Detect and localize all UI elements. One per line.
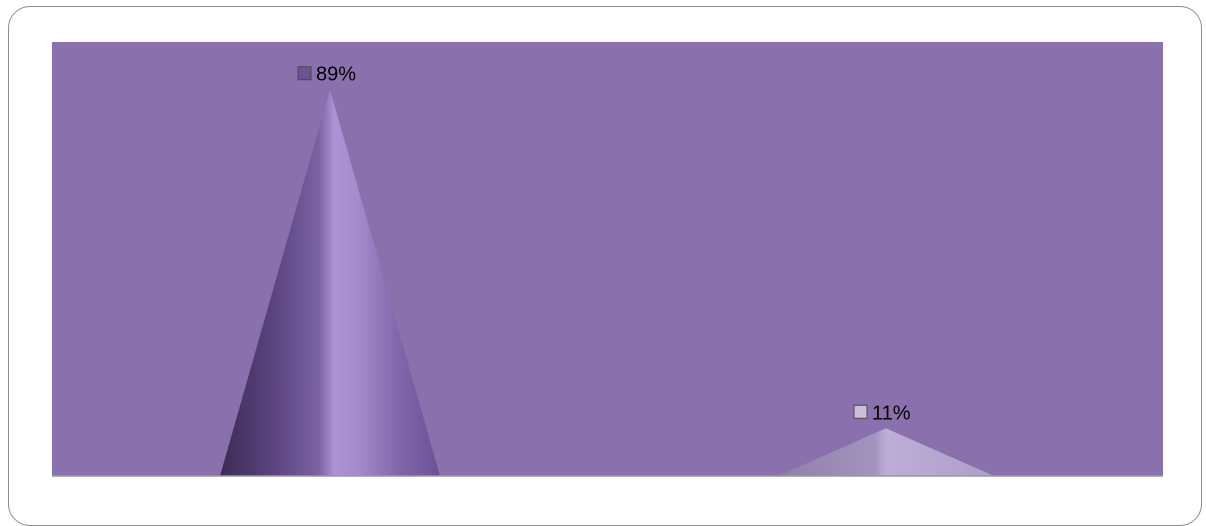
data-label-2: 11% (872, 402, 911, 424)
data-label-1: 89% (316, 64, 356, 86)
data-label-marker-2 (853, 404, 868, 419)
data-label-marker-1 (297, 66, 312, 81)
plot-area (52, 42, 1163, 476)
cone-chart: 89% 11% (52, 42, 1163, 477)
cone-bar-2 (778, 428, 994, 476)
cone-bar-1 (220, 89, 440, 477)
